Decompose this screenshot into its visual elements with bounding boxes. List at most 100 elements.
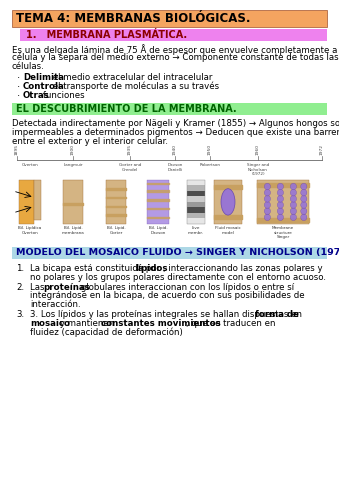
- Text: células.: células.: [12, 62, 45, 71]
- FancyBboxPatch shape: [257, 180, 309, 224]
- Text: célula y la separa del medio externo → Componente constante de todas las: célula y la separa del medio externo → C…: [12, 53, 339, 62]
- Text: y mantienen: y mantienen: [57, 319, 117, 328]
- Text: 1895: 1895: [15, 144, 19, 155]
- Text: Singer and
Nicholson
(1972): Singer and Nicholson (1972): [247, 163, 269, 176]
- FancyBboxPatch shape: [187, 202, 205, 207]
- Ellipse shape: [301, 183, 307, 190]
- Text: Las: Las: [30, 283, 47, 291]
- Text: ·: ·: [17, 82, 20, 92]
- Ellipse shape: [277, 190, 283, 196]
- Ellipse shape: [264, 195, 271, 202]
- Text: entre el exterior y el interior celular.: entre el exterior y el interior celular.: [12, 137, 168, 146]
- FancyBboxPatch shape: [12, 10, 327, 27]
- Ellipse shape: [290, 183, 297, 190]
- FancyBboxPatch shape: [187, 213, 205, 218]
- Text: Detectada indirectamente por Nägeli y Kramer (1855) → Algunos hongos son: Detectada indirectamente por Nägeli y Kr…: [12, 119, 339, 128]
- Ellipse shape: [301, 202, 307, 208]
- Text: , que se traducen en: , que se traducen en: [186, 319, 275, 328]
- Text: Bil. Lipid.
membrana: Bil. Lipid. membrana: [62, 226, 84, 235]
- Text: integrándose en la bicapa, de acuerdo con sus posibilidades de: integrándose en la bicapa, de acuerdo co…: [30, 291, 305, 300]
- Text: TEMA 4: MEMBRANAS BIOLÓGICAS.: TEMA 4: MEMBRANAS BIOLÓGICAS.: [16, 12, 251, 25]
- Text: Gorter and
Grendel: Gorter and Grendel: [119, 163, 141, 171]
- FancyBboxPatch shape: [106, 180, 126, 224]
- Ellipse shape: [221, 189, 235, 215]
- Text: La bicapa está constituida por: La bicapa está constituida por: [30, 264, 163, 273]
- Text: 1940: 1940: [173, 144, 177, 155]
- Text: fluidez (capacidad de deformación): fluidez (capacidad de deformación): [30, 327, 183, 337]
- Text: lípidos: lípidos: [136, 264, 168, 273]
- Text: Fluid mosaic
model: Fluid mosaic model: [215, 226, 241, 235]
- Ellipse shape: [264, 208, 271, 215]
- Ellipse shape: [264, 202, 271, 208]
- Text: Bil. Lipídica
Overton: Bil. Lipídica Overton: [18, 226, 42, 235]
- FancyBboxPatch shape: [34, 180, 41, 219]
- FancyBboxPatch shape: [63, 180, 83, 224]
- Text: 1.: 1.: [16, 264, 24, 273]
- Text: el transporte de moléculas a su través: el transporte de moléculas a su través: [50, 82, 219, 92]
- Text: globulares interaccionan con los lípidos o entre sí: globulares interaccionan con los lípidos…: [78, 283, 294, 291]
- Ellipse shape: [290, 195, 297, 202]
- Text: Bil. Lipid.
Gorter: Bil. Lipid. Gorter: [107, 226, 125, 235]
- Ellipse shape: [301, 208, 307, 215]
- Text: forma de: forma de: [255, 310, 299, 319]
- Text: Davson
Danielli: Davson Danielli: [167, 163, 183, 171]
- FancyBboxPatch shape: [12, 247, 327, 259]
- Text: ·: ·: [17, 73, 20, 83]
- Ellipse shape: [290, 208, 297, 215]
- Text: mosaico: mosaico: [30, 319, 70, 328]
- Text: Robertson: Robertson: [199, 163, 220, 167]
- Text: Controla: Controla: [23, 82, 65, 91]
- Text: MODELO DEL MOSAICO FLUIDO → SINGER Y NICHOLSON (1972).: MODELO DEL MOSAICO FLUIDO → SINGER Y NIC…: [16, 249, 339, 257]
- FancyBboxPatch shape: [187, 196, 205, 202]
- Ellipse shape: [264, 190, 271, 196]
- Text: 3. Los lípidos y las proteínas integrales se hallan dispuestas en: 3. Los lípidos y las proteínas integrale…: [30, 310, 305, 319]
- Ellipse shape: [277, 202, 283, 208]
- Text: Es una delgada lámina de 75 Å de espesor que envuelve completamente a la: Es una delgada lámina de 75 Å de espesor…: [12, 44, 339, 55]
- FancyBboxPatch shape: [214, 180, 242, 224]
- Text: 1935: 1935: [128, 144, 132, 155]
- FancyBboxPatch shape: [187, 207, 205, 213]
- Text: Langmuir: Langmuir: [63, 163, 83, 167]
- Text: 1.   MEMBRANA PLASMÁTICA.: 1. MEMBRANA PLASMÁTICA.: [26, 30, 187, 40]
- Text: impermeables a determinados pigmentos → Deducen que existe una barrera: impermeables a determinados pigmentos → …: [12, 128, 339, 137]
- Text: 1950: 1950: [208, 144, 212, 155]
- Text: Live
membr.: Live membr.: [188, 226, 204, 235]
- Text: Membrane
structure
Singer: Membrane structure Singer: [272, 226, 294, 239]
- Ellipse shape: [264, 183, 271, 190]
- Text: el medio extracelular del intracelular: el medio extracelular del intracelular: [50, 73, 213, 82]
- Text: interacción.: interacción.: [30, 300, 81, 309]
- Text: , interaccionando las zonas polares y: , interaccionando las zonas polares y: [163, 264, 322, 273]
- Ellipse shape: [301, 190, 307, 196]
- Ellipse shape: [277, 214, 283, 221]
- Text: funciones: funciones: [40, 91, 85, 100]
- Text: proteínas: proteínas: [44, 283, 91, 291]
- Ellipse shape: [277, 208, 283, 215]
- Ellipse shape: [301, 214, 307, 221]
- FancyBboxPatch shape: [187, 218, 205, 224]
- Text: 1960: 1960: [256, 144, 260, 155]
- FancyBboxPatch shape: [187, 185, 205, 191]
- FancyBboxPatch shape: [187, 180, 205, 185]
- FancyBboxPatch shape: [187, 191, 205, 196]
- Text: EL DESCUBRIMIENTO DE LA MEMBRANA.: EL DESCUBRIMIENTO DE LA MEMBRANA.: [16, 104, 237, 114]
- FancyBboxPatch shape: [19, 180, 34, 224]
- Text: no polares y los grupos polares directamente con el entorno acuoso.: no polares y los grupos polares directam…: [30, 273, 326, 282]
- Text: Bil. Lipid.
Davson: Bil. Lipid. Davson: [149, 226, 167, 235]
- Text: 2.: 2.: [16, 283, 24, 291]
- Text: 3.: 3.: [16, 310, 24, 319]
- Ellipse shape: [277, 195, 283, 202]
- Ellipse shape: [277, 183, 283, 190]
- FancyBboxPatch shape: [147, 180, 169, 224]
- Text: Overton: Overton: [22, 163, 38, 167]
- Text: 1972: 1972: [320, 144, 324, 155]
- Ellipse shape: [290, 190, 297, 196]
- FancyBboxPatch shape: [20, 29, 327, 41]
- Ellipse shape: [290, 214, 297, 221]
- Text: constantes movimientos: constantes movimientos: [101, 319, 221, 328]
- Text: 1900: 1900: [71, 144, 75, 155]
- Ellipse shape: [290, 202, 297, 208]
- Text: Otras: Otras: [23, 91, 50, 100]
- Ellipse shape: [301, 195, 307, 202]
- Ellipse shape: [264, 214, 271, 221]
- FancyBboxPatch shape: [12, 103, 327, 115]
